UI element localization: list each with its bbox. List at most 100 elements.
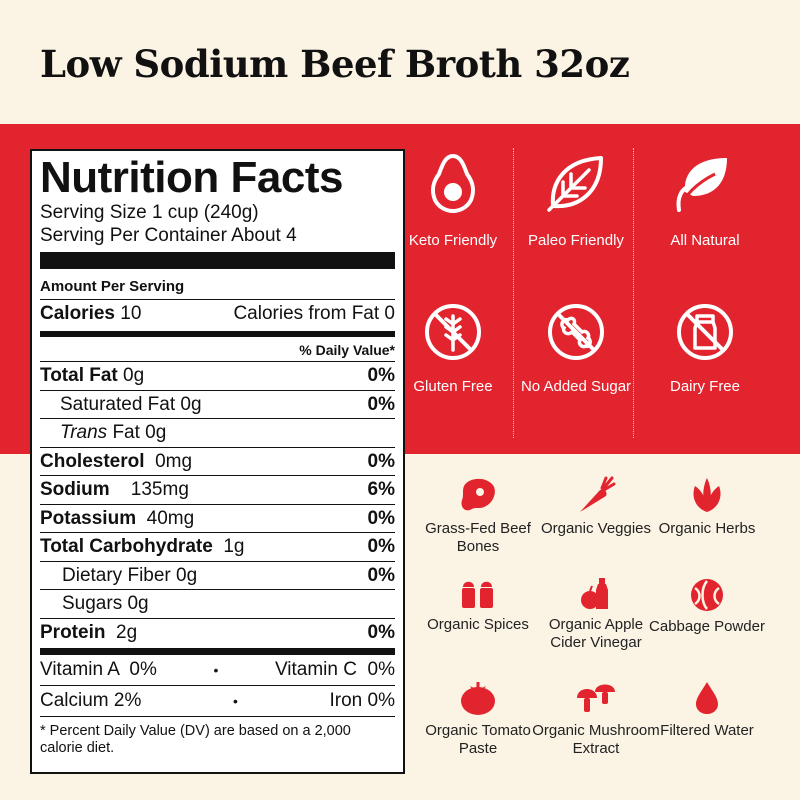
nutrient-label: Dietary Fiber 0g [62,564,198,586]
nutrient-row-saturated-fat: Saturated Fat 0g 0% [40,389,395,419]
nutrient-dv: 0% [367,536,395,557]
mineral-row: Calcium 2% • Iron 0% [40,685,395,716]
calcium: Calcium 2% [40,690,142,711]
tomato-icon [461,682,495,715]
nutrient-row-total-fat: Total Fat 0g 0% [40,361,395,390]
nutrient-amount: 0mg [155,450,193,472]
leaves-icon [676,158,727,212]
servings-per-container: Serving Per Container About 4 [40,225,297,246]
apple-vinegar-icon [581,578,608,609]
badge-gluten-free: Gluten Free [393,302,513,396]
nutrient-label: Total Fat [40,365,118,386]
badge-paleo: Paleo Friendly [516,152,636,250]
nutrient-dv: 0% [367,621,395,643]
nutrient-row-sodium: Sodium 135mg 6% [40,475,395,504]
nutrient-dv: 0% [367,365,395,386]
badge-dairy-free: Dairy Free [645,302,765,396]
page-title: Low Sodium Beef Broth 32oz [40,42,630,86]
ingredient-veggies: Organic Veggies [531,476,661,538]
badge-label: Dairy Free [669,378,740,395]
nutrient-dv: 0% [367,450,395,472]
no-gluten-icon [425,304,481,360]
badge-all-natural: All Natural [645,152,765,250]
nutrient-amount: Fat 0g [112,422,167,443]
medium-divider [40,331,395,337]
ingredient-label: Grass-Fed Beef Bones [425,520,531,555]
nutrient-row-dietary-fiber: Dietary Fiber 0g 0% [40,560,395,590]
no-sugar-icon [548,304,604,360]
steak-icon [461,478,495,511]
nutrient-dv: 0% [367,393,395,415]
ingredient-beef-bones: Grass-Fed Beef Bones [413,476,543,555]
ingredient-label: Organic Tomato Paste [425,722,531,757]
ingredient-filtered-water: Filtered Water [642,680,772,740]
thick-divider [40,252,395,269]
nutrient-amount: 2g [116,621,138,643]
carrot-icon [580,476,616,512]
ingredient-label: Organic Apple Cider Vinegar [548,616,644,651]
nutrient-row-potassium: Potassium 40mg 0% [40,503,395,533]
ingredient-mushroom-extract: Organic Mushroom Extract [531,680,661,757]
ingredient-label: Filtered Water [660,722,754,739]
nutrient-label: Cholesterol [40,450,145,472]
nutrition-facts-panel: Nutrition Facts Serving Size 1 cup (240g… [30,149,405,774]
nutrient-row-cholesterol: Cholesterol 0mg 0% [40,446,395,476]
nutrient-label: Sugars 0g [62,593,149,614]
mushroom-icon [577,684,615,712]
ingredient-herbs: Organic Herbs [642,476,772,538]
bullet: • [213,662,219,678]
badge-label: Paleo Friendly [528,232,624,249]
nutrient-row-trans-fat: Trans Fat 0g [40,418,395,447]
iron: Iron 0% [329,690,395,711]
vitamin-row: Vitamin A 0% • Vitamin C 0% [40,655,395,685]
badge-keto: Keto Friendly [393,152,513,250]
ingredient-tomato-paste: Organic Tomato Paste [413,680,543,757]
ingredient-label: Organic Veggies [540,520,652,537]
nutrient-amount: 40mg [146,507,195,529]
nutrient-dv: 0% [367,507,395,529]
cabbage-icon [691,579,723,611]
ingredient-label: Organic Mushroom Extract [532,722,660,757]
nutrient-label: Saturated Fat 0g [60,393,202,415]
calories-label: Calories [40,303,115,324]
nutrient-row-total-carbohydrate: Total Carbohydrate 1g 0% [40,532,395,561]
ingredient-label: Organic Spices [427,616,529,633]
badge-label: Gluten Free [413,378,493,395]
nutrient-dv: 6% [367,479,395,500]
medium-divider [40,648,395,655]
leaf-icon [547,156,603,212]
calories-row: Calories 10 Calories from Fat 0 [40,299,395,328]
nutrient-label: Trans [60,422,108,443]
ingredient-cabbage: Cabbage Powder [642,578,772,636]
nutrient-label: Protein [40,621,106,643]
nutrient-label: Total Carbohydrate [40,536,213,557]
ingredient-spices: Organic Spices [413,578,543,634]
ingredient-apple-cider-vinegar: Organic Apple Cider Vinegar [531,578,661,651]
calories-value: 10 [120,303,142,324]
nutrient-row-protein: Protein 2g 0% [40,617,395,647]
nutrient-row-sugars: Sugars 0g [40,589,395,618]
ingredient-label: Organic Herbs [658,520,756,537]
amount-per-serving: Amount Per Serving [40,278,185,295]
herbs-icon [693,478,721,512]
nutrient-amount: 135mg [130,479,189,500]
nutrition-heading: Nutrition Facts [40,153,343,202]
vitamin-c: Vitamin C 0% [274,659,395,680]
nutrient-dv: 0% [367,564,395,586]
nutrient-label: Potassium [40,507,137,529]
badge-label: Keto Friendly [408,232,498,249]
nutrient-label: Sodium [40,479,110,500]
nutrient-amount: 1g [223,536,245,557]
badge-divider [633,148,634,438]
nutrient-amount: 0g [123,365,145,386]
vitamin-a: Vitamin A 0% [40,659,157,680]
bullet: • [232,693,238,709]
serving-size: Serving Size 1 cup (240g) [40,202,259,223]
daily-value-footnote: * Percent Daily Value (DV) are based on … [40,716,395,757]
spice-shakers-icon [462,581,493,608]
badge-label: No Added Sugar [520,378,632,395]
daily-value-header: % Daily Value* [299,342,395,358]
badge-divider [513,148,514,438]
badge-label: All Natural [670,232,740,249]
ingredient-label: Cabbage Powder [649,618,765,635]
